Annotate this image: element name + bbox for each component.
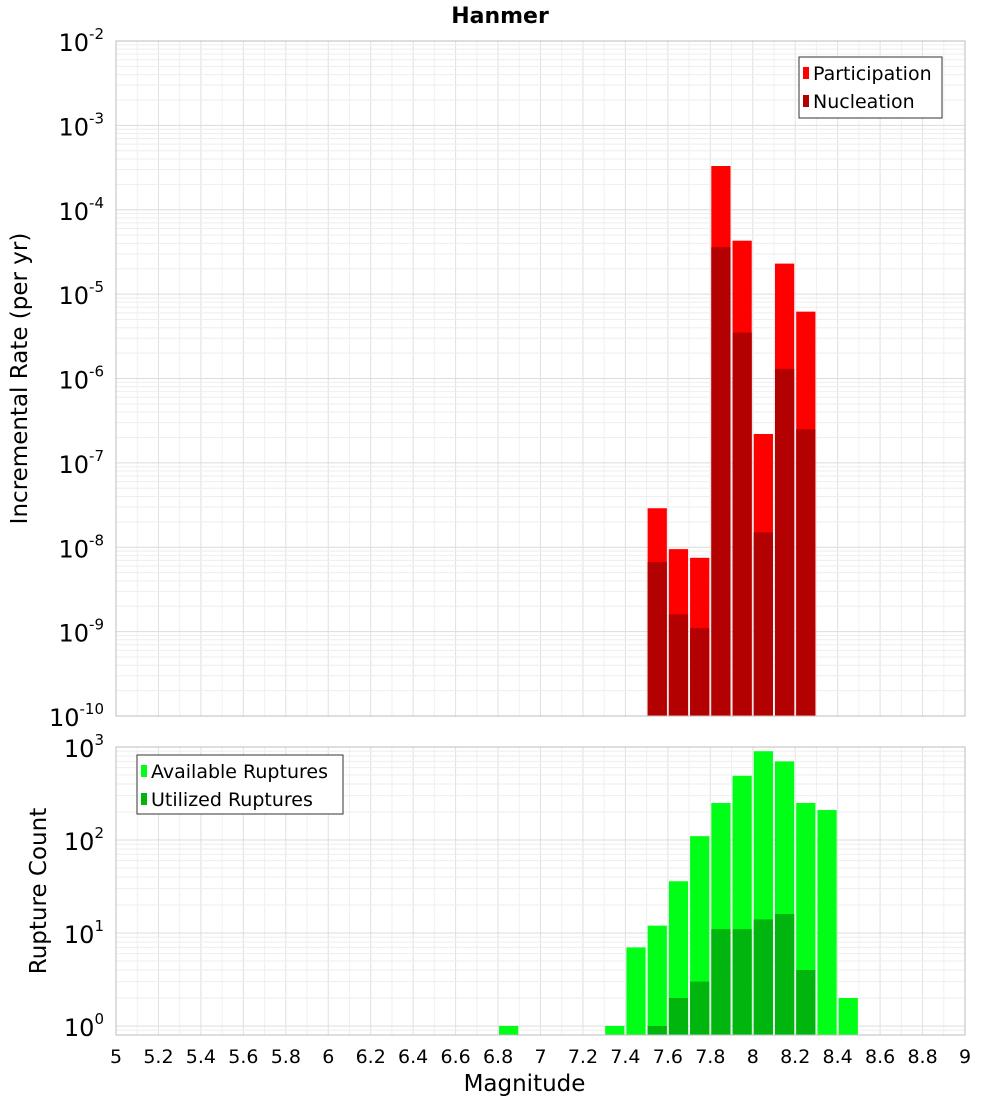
nucleation-bar (647, 561, 667, 716)
available-ruptures-bar (499, 1025, 519, 1035)
legend-swatch (803, 67, 809, 79)
nucleation-bar (711, 247, 731, 716)
x-tick-label: 8.6 (865, 1046, 895, 1068)
utilized-ruptures-bar (774, 914, 795, 1035)
x-tick-label: 7.4 (610, 1046, 640, 1068)
x-tick-label: 5.6 (228, 1046, 258, 1068)
y-tick-label: 10-10 (49, 700, 104, 732)
y-tick-label: 10-4 (58, 194, 104, 226)
y-tick-label: 103 (64, 731, 104, 763)
available-ruptures-bar (838, 997, 858, 1035)
utilized-ruptures-bar (753, 919, 773, 1035)
top-panel: 10-10 10-9 10-8 10-7 10-6 10-5 10-4 10-3 10-2 Inc… (7, 25, 966, 732)
y-axis-label: Incremental Rate (per yr) (7, 233, 33, 525)
nucleation-bar (732, 332, 752, 716)
available-ruptures-bar (668, 881, 689, 1035)
x-tick-label: 8.4 (823, 1046, 853, 1068)
available-ruptures-bar (817, 810, 837, 1035)
x-tick-label: 7.8 (695, 1046, 725, 1068)
x-axis-label: Magnitude (464, 1071, 586, 1097)
chart-title: Hanmer (451, 4, 549, 29)
plot-frame (115, 40, 966, 717)
legend-swatch (803, 95, 809, 107)
available-ruptures-bar (647, 925, 667, 1035)
utilized-ruptures-bar (796, 969, 816, 1035)
utilized-ruptures-bar (690, 981, 710, 1035)
x-tick-label: 7.6 (653, 1046, 683, 1068)
x-tick-label: 5 (110, 1046, 122, 1068)
legend: Available Ruptures Utilized Ruptures (136, 754, 344, 815)
legend-box (798, 56, 943, 119)
y-tick-label: 10-5 (58, 278, 104, 310)
legend-label: Participation (813, 63, 932, 85)
nucleation-bar (753, 532, 773, 716)
nucleation-bar (668, 614, 689, 716)
x-tick-label: 9 (959, 1046, 971, 1068)
x-tick-label: 6.4 (398, 1046, 428, 1068)
available-ruptures-bar (626, 947, 646, 1035)
legend: Participation Nucleation (798, 56, 943, 119)
available-ruptures-bar (605, 1025, 625, 1035)
x-tick-label: 5.8 (271, 1046, 301, 1068)
nucleation-bar (690, 628, 710, 716)
y-tick-label: 10-9 (58, 616, 104, 648)
utilized-ruptures-bar (668, 997, 689, 1035)
legend-swatch (141, 793, 147, 805)
x-tick-label: 6.6 (440, 1046, 470, 1068)
legend-label: Nucleation (813, 91, 915, 113)
legend-label: Utilized Ruptures (151, 789, 313, 811)
nucleation-bar (774, 368, 795, 716)
x-tick-label: 6 (322, 1046, 334, 1068)
legend-box (136, 754, 344, 815)
x-tick-label: 7 (534, 1046, 546, 1068)
utilized-ruptures-bar (647, 1025, 667, 1035)
y-tick-label: 10-7 (58, 447, 104, 479)
nucleation-bar (796, 429, 816, 716)
y-tick-label: 10-2 (58, 25, 104, 57)
x-tick-label: 6.2 (356, 1046, 386, 1068)
plot-frame (115, 746, 966, 1036)
utilized-ruptures-bar (732, 929, 752, 1035)
y-tick-label: 102 (64, 824, 104, 856)
x-tick-label: 6.8 (483, 1046, 513, 1068)
y-tick-label: 10-6 (58, 363, 104, 395)
legend-swatch (141, 765, 147, 777)
x-tick-label: 5.4 (186, 1046, 216, 1068)
x-tick-label: 8.8 (907, 1046, 937, 1068)
y-tick-label: 10-3 (58, 109, 104, 141)
y-axis-label: Rupture Count (26, 808, 52, 974)
utilized-ruptures-bar (711, 929, 731, 1035)
x-tick-label: 8 (747, 1046, 759, 1068)
x-tick-label: 5.2 (143, 1046, 173, 1068)
y-tick-label: 101 (64, 917, 104, 949)
x-tick-label: 7.2 (568, 1046, 598, 1068)
x-tick-label: 8.2 (780, 1046, 810, 1068)
y-tick-label: 100 (64, 1010, 104, 1042)
legend-label: Available Ruptures (151, 761, 328, 783)
y-tick-label: 10-8 (58, 531, 104, 563)
